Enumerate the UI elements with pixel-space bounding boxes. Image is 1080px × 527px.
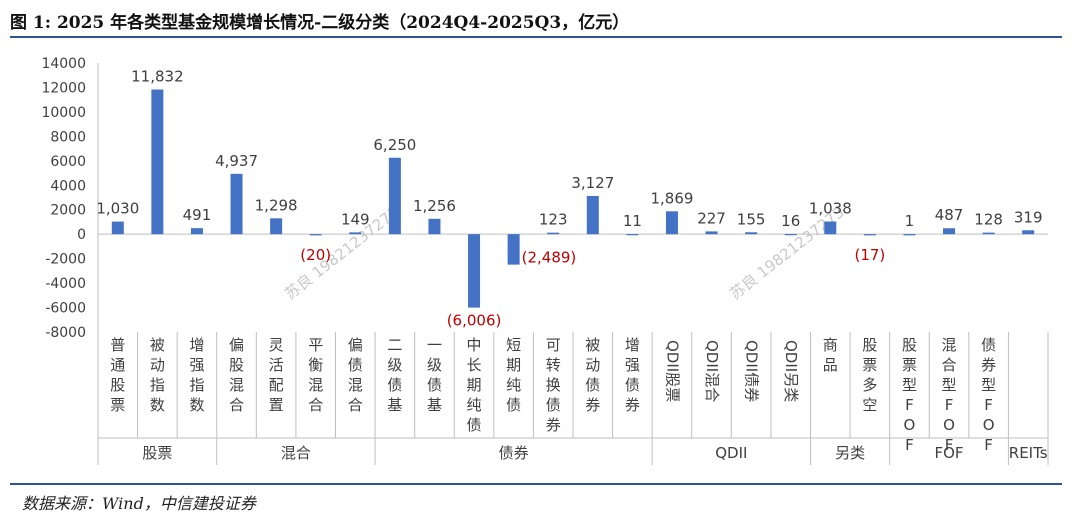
bar-20 — [903, 234, 916, 236]
group-label: FOF — [935, 444, 964, 462]
category-label: 混合型 F O F — [942, 336, 957, 454]
data-label: 128 — [974, 211, 1003, 229]
data-label: (6,006) — [447, 312, 502, 330]
footer-rule — [10, 483, 1062, 485]
data-label: (17) — [854, 246, 885, 264]
y-tick-label: 10000 — [41, 105, 86, 121]
data-label: 1,298 — [255, 196, 298, 214]
bar-12 — [586, 195, 599, 235]
bar-5 — [309, 234, 322, 236]
group-label: REITs — [1009, 444, 1048, 462]
data-label: (2,489) — [522, 249, 577, 267]
category-label: 普通股票 — [110, 336, 125, 414]
bar-6 — [349, 232, 362, 235]
category-label: 商品 — [823, 336, 838, 374]
group-label: 另类 — [835, 444, 865, 462]
data-label: 6,250 — [373, 136, 416, 154]
bar-19 — [863, 234, 876, 236]
data-label: 1,030 — [96, 200, 139, 218]
bar-22 — [982, 232, 995, 235]
category-label: 偏股混合 — [229, 336, 244, 414]
group-label: 债券 — [499, 444, 529, 462]
y-tick-label: -6000 — [45, 301, 86, 317]
category-label: 平衡混合 — [308, 336, 323, 414]
data-label: 1,038 — [809, 199, 852, 217]
bar-21 — [943, 228, 956, 235]
y-tick-label: -4000 — [45, 276, 86, 292]
y-tick-label: 2000 — [50, 203, 86, 219]
bar-2 — [190, 228, 203, 235]
category-label: 一级债基 — [427, 336, 442, 414]
category-label: 增强指数 — [189, 336, 204, 414]
data-label: 319 — [1014, 208, 1043, 226]
data-label: 1 — [905, 212, 915, 230]
bar-11 — [547, 232, 560, 235]
y-tick-label: 4000 — [50, 178, 86, 194]
y-tick-label: 6000 — [50, 154, 86, 170]
y-tick-label: 8000 — [50, 129, 86, 145]
category-label: 增强债券 — [625, 336, 640, 414]
y-tick-label: -2000 — [45, 252, 86, 268]
bar-14 — [665, 211, 678, 235]
category-label: 中长期纯债 — [467, 336, 482, 434]
category-label: 偏债混合 — [348, 336, 363, 414]
bar-chart: 苏良 19821237273 苏良 19821237273140001200010… — [41, 56, 1049, 465]
chart-title: 图 1: 2025 年各类型基金规模增长情况-二级分类（2024Q4-2025Q… — [10, 13, 630, 33]
bar-10 — [507, 234, 520, 265]
bar-0 — [111, 221, 124, 235]
category-label: 股票多空 — [862, 336, 877, 414]
bar-23 — [1022, 230, 1035, 235]
y-tick-label: 0 — [77, 227, 86, 243]
bar-17 — [784, 233, 797, 236]
bar-13 — [626, 234, 639, 236]
bar-4 — [270, 218, 283, 235]
title-rule — [10, 36, 1062, 38]
data-label: (20) — [300, 246, 331, 264]
category-label: 债券型 F O F — [981, 336, 996, 454]
bar-9 — [468, 234, 481, 308]
category-label: QDII债券 — [743, 340, 761, 402]
data-label: 4,937 — [215, 152, 258, 170]
bar-8 — [428, 218, 441, 235]
bar-16 — [745, 232, 758, 235]
y-tick-label: 14000 — [41, 56, 86, 72]
category-label: QDII混合 — [703, 340, 721, 402]
bar-1 — [151, 89, 164, 235]
data-label: 3,127 — [571, 174, 614, 192]
data-label: 149 — [341, 210, 370, 228]
category-label: 二级债基 — [387, 336, 402, 414]
data-label: 1,869 — [650, 189, 693, 207]
category-label: 灵活配置 — [269, 336, 284, 414]
group-label: 混合 — [281, 444, 311, 462]
y-tick-label: -8000 — [45, 325, 86, 341]
category-label: 股票型 F O F — [902, 336, 917, 454]
category-label: 被动指数 — [150, 336, 165, 414]
group-label: QDII — [715, 444, 747, 462]
data-label: 11,832 — [131, 68, 184, 86]
category-label: 被动债券 — [585, 336, 600, 414]
data-label: 123 — [539, 211, 568, 229]
category-label: 可转换债券 — [546, 336, 561, 434]
category-label: QDII另类 — [782, 340, 800, 402]
group-label: 股票 — [142, 444, 172, 462]
y-tick-label: 12000 — [41, 80, 86, 96]
data-label: 487 — [935, 206, 964, 224]
source-note: 数据来源：Wind，中信建投证券 — [22, 494, 256, 513]
bar-3 — [230, 173, 243, 235]
data-label: 227 — [697, 209, 726, 227]
data-label: 491 — [183, 206, 212, 224]
data-label: 16 — [781, 212, 800, 230]
category-label: 短期纯债 — [506, 336, 521, 414]
category-label: QDII股票 — [663, 340, 681, 402]
bar-18 — [824, 221, 837, 235]
data-label: 1,256 — [413, 197, 456, 215]
bar-7 — [388, 157, 401, 235]
bar-15 — [705, 231, 718, 235]
data-label: 11 — [623, 212, 642, 230]
data-label: 155 — [737, 210, 766, 228]
